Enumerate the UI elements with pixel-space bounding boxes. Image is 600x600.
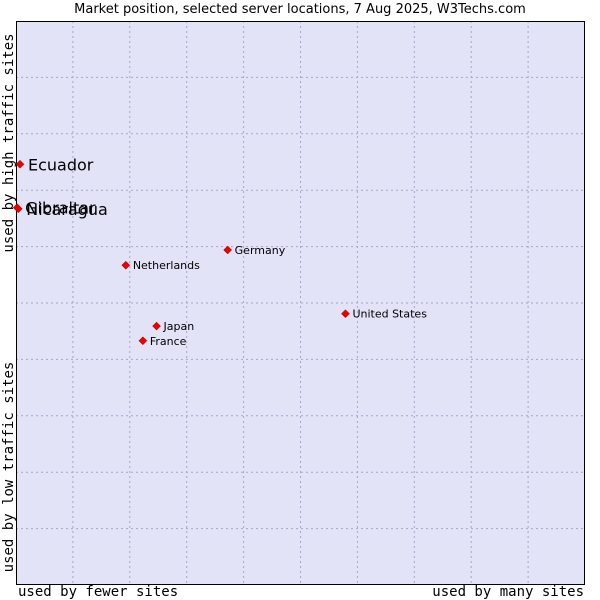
data-point-marker bbox=[121, 260, 131, 270]
data-point-marker bbox=[138, 336, 148, 346]
data-point-label: United States bbox=[352, 308, 427, 321]
data-point-marker bbox=[341, 309, 350, 319]
data-point-label: Ecuador bbox=[28, 155, 94, 174]
data-point-label: Germany bbox=[235, 244, 286, 257]
data-point-marker bbox=[15, 159, 25, 169]
data-point-label: France bbox=[150, 335, 187, 348]
data-point-label: Nicaragua bbox=[26, 200, 108, 219]
plot-border bbox=[16, 21, 585, 585]
x-axis-label-high: used by many sites bbox=[432, 584, 584, 600]
data-point-marker bbox=[13, 204, 23, 214]
data-point-marker bbox=[223, 245, 233, 255]
data-point-label: Japan bbox=[163, 320, 195, 333]
x-axis-label-low: used by fewer sites bbox=[18, 584, 179, 600]
data-point-label: Netherlands bbox=[133, 259, 200, 272]
data-point-label: Gibraltar bbox=[25, 199, 96, 218]
data-point-marker bbox=[152, 321, 161, 331]
chart-title: Market position, selected server locatio… bbox=[74, 2, 526, 17]
